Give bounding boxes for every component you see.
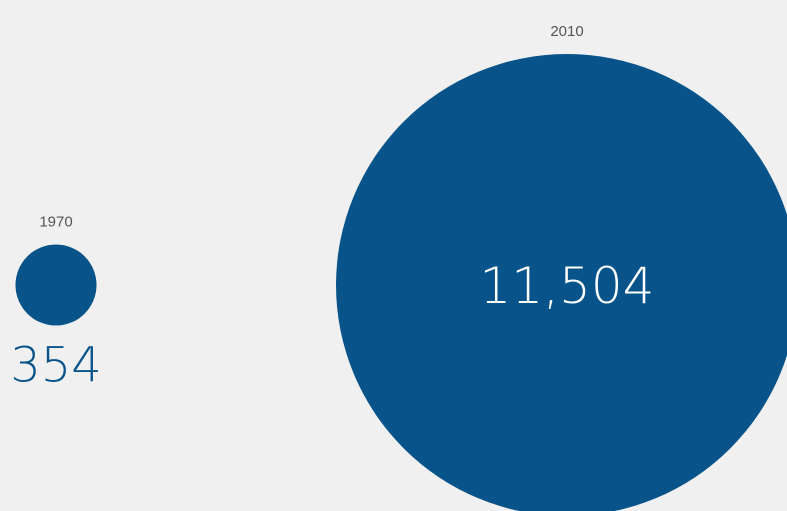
bubble-year-label: 2010	[550, 23, 583, 40]
bubbles-group: 1970 354 2010 11,504	[10, 23, 787, 511]
bubble-value-label: 11,504	[480, 257, 655, 315]
bubble-year-label: 1970	[39, 213, 72, 230]
bubble-value-label: 354	[10, 338, 102, 394]
bubble	[15, 244, 97, 326]
bubble	[336, 54, 787, 511]
